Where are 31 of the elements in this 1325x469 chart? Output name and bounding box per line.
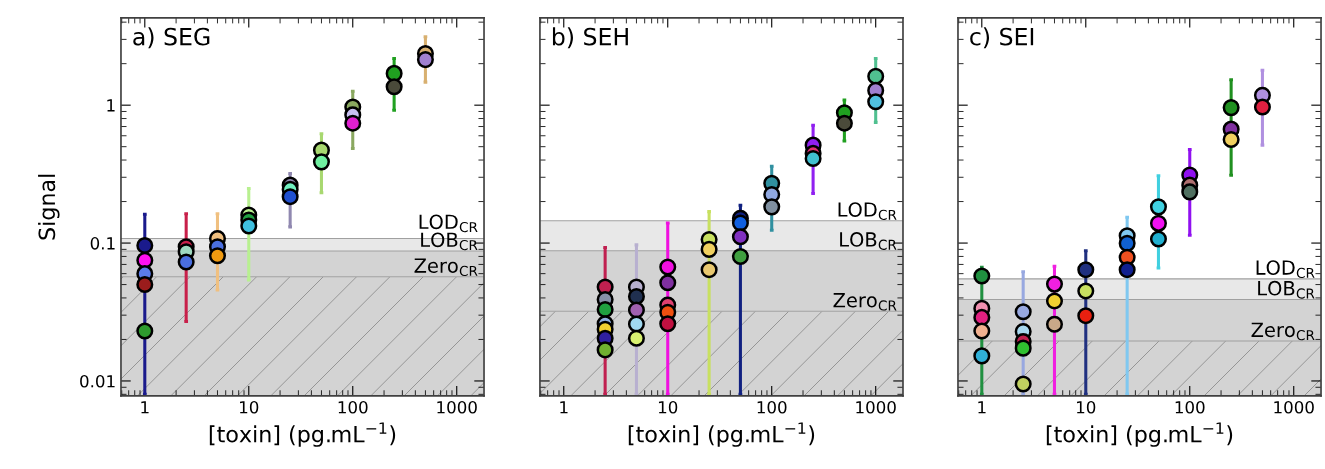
x-axis-title: [toxin] (pg.mL$^{−1}$) (628, 422, 815, 447)
band-label: Zero$_{CR}$ (414, 258, 478, 277)
band-label: LOB$_{CR}$ (421, 232, 478, 251)
x-tick-label: 1000 (856, 400, 896, 414)
band-label: Zero$_{CR}$ (1251, 322, 1315, 341)
x-axis-title: [toxin] (pg.mL$^{−1}$) (209, 422, 396, 447)
x-tick-label: 1000 (1274, 400, 1314, 414)
x-tick-label: 1 (978, 401, 986, 414)
band-label: LOB$_{CR}$ (840, 232, 897, 250)
x-tick-label: 1 (560, 401, 568, 414)
chart-title: c) SEI (970, 27, 1034, 49)
band-label: Zero$_{CR}$ (833, 293, 897, 311)
chart-title: b) SEH (552, 27, 628, 49)
x-tick-label: 1 (141, 401, 149, 414)
x-tick-label: 100 (338, 400, 368, 414)
x-tick-label: 10 (658, 400, 678, 414)
y-tick-label: 0.1 (90, 237, 115, 250)
y-tick-label: 1 (107, 99, 115, 112)
y-axis-title: Signal (38, 174, 60, 240)
x-tick-label: 10 (240, 400, 259, 414)
band-label: LOD$_{CR}$ (1256, 260, 1315, 279)
x-tick-label: 1000 (437, 400, 477, 414)
x-tick-label: 100 (1175, 400, 1205, 414)
x-tick-label: 10 (1077, 400, 1096, 414)
x-tick-label: 100 (757, 400, 787, 414)
band-label: LOD$_{CR}$ (419, 214, 478, 233)
y-tick-label: 0.01 (80, 374, 115, 388)
x-axis-title: [toxin] (pg.mL$^{−1}$) (1046, 422, 1233, 447)
band-label: LOD$_{CR}$ (838, 202, 897, 220)
band-label: LOB$_{CR}$ (1258, 280, 1315, 299)
chart-title: a) SEG (133, 27, 210, 49)
